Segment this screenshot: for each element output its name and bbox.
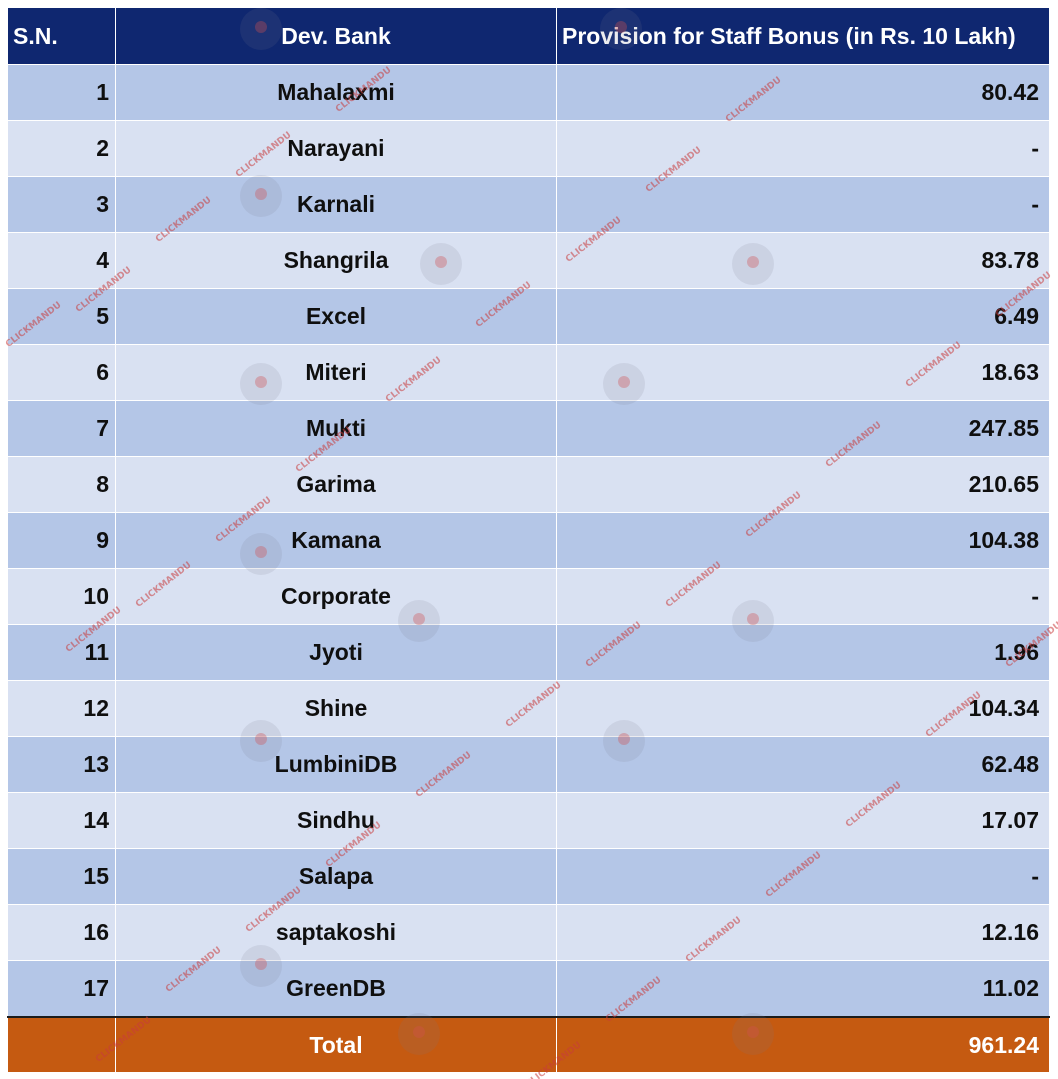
sn-cell: 13 <box>7 736 116 793</box>
provision-cell: 62.48 <box>556 736 1050 793</box>
sn-cell: 10 <box>7 568 116 625</box>
total-row: Total 961.24 <box>7 1016 1050 1072</box>
provision-cell: 17.07 <box>556 792 1050 849</box>
bank-name-cell: Corporate <box>115 568 557 625</box>
table-row: 10 Corporate - <box>7 568 1050 625</box>
sn-cell: 6 <box>7 344 116 401</box>
table-row: 8 Garima 210.65 <box>7 456 1050 513</box>
bank-name-cell: saptakoshi <box>115 904 557 961</box>
total-value: 961.24 <box>556 1016 1050 1072</box>
table-row: 3 Karnali - <box>7 176 1050 233</box>
bank-name-cell: LumbiniDB <box>115 736 557 793</box>
bank-name-cell: Mahalaxmi <box>115 64 557 121</box>
bank-name-cell: Excel <box>115 288 557 345</box>
table-row: 15 Salapa - <box>7 848 1050 905</box>
provision-cell: 6.49 <box>556 288 1050 345</box>
bank-name-cell: Miteri <box>115 344 557 401</box>
table-row: 16 saptakoshi 12.16 <box>7 904 1050 961</box>
bank-name-cell: Garima <box>115 456 557 513</box>
table-row: 12 Shine 104.34 <box>7 680 1050 737</box>
bank-name-cell: Mukti <box>115 400 557 457</box>
bank-name-cell: Karnali <box>115 176 557 233</box>
sn-cell: 16 <box>7 904 116 961</box>
provision-cell: - <box>556 120 1050 177</box>
bank-name-cell: Shine <box>115 680 557 737</box>
table-row: 11 Jyoti 1.96 <box>7 624 1050 681</box>
provision-cell: 18.63 <box>556 344 1050 401</box>
table-row: 6 Miteri 18.63 <box>7 344 1050 401</box>
provision-cell: 11.02 <box>556 960 1050 1018</box>
sn-cell: 2 <box>7 120 116 177</box>
provision-cell: 1.96 <box>556 624 1050 681</box>
bank-name-cell: Jyoti <box>115 624 557 681</box>
total-sn-cell <box>7 1016 116 1072</box>
table-header-row: S.N. Dev. Bank Provision for Staff Bonus… <box>7 8 1050 65</box>
table-row: 13 LumbiniDB 62.48 <box>7 736 1050 793</box>
provision-cell: - <box>556 848 1050 905</box>
bank-name-cell: Kamana <box>115 512 557 569</box>
bank-name-cell: Sindhu <box>115 792 557 849</box>
table-row: 7 Mukti 247.85 <box>7 400 1050 457</box>
bank-name-cell: Shangrila <box>115 232 557 289</box>
provision-cell: 12.16 <box>556 904 1050 961</box>
provision-cell: 83.78 <box>556 232 1050 289</box>
provision-cell: - <box>556 568 1050 625</box>
header-sn: S.N. <box>7 8 116 65</box>
provision-cell: 247.85 <box>556 400 1050 457</box>
table-row: 5 Excel 6.49 <box>7 288 1050 345</box>
table-row: 14 Sindhu 17.07 <box>7 792 1050 849</box>
header-provision: Provision for Staff Bonus (in Rs. 10 Lak… <box>556 8 1050 65</box>
sn-cell: 14 <box>7 792 116 849</box>
sn-cell: 3 <box>7 176 116 233</box>
sn-cell: 11 <box>7 624 116 681</box>
table-row: 17 GreenDB 11.02 <box>7 960 1050 1018</box>
total-label: Total <box>115 1016 557 1072</box>
bank-name-cell: GreenDB <box>115 960 557 1018</box>
table-row: 1 Mahalaxmi 80.42 <box>7 64 1050 121</box>
table-row: 9 Kamana 104.38 <box>7 512 1050 569</box>
provision-cell: 104.38 <box>556 512 1050 569</box>
sn-cell: 17 <box>7 960 116 1018</box>
provision-cell: 104.34 <box>556 680 1050 737</box>
bank-name-cell: Salapa <box>115 848 557 905</box>
provision-cell: 80.42 <box>556 64 1050 121</box>
bonus-table-container: S.N. Dev. Bank Provision for Staff Bonus… <box>7 8 1050 1072</box>
staff-bonus-table: S.N. Dev. Bank Provision for Staff Bonus… <box>7 8 1050 1072</box>
sn-cell: 12 <box>7 680 116 737</box>
sn-cell: 5 <box>7 288 116 345</box>
bank-name-cell: Narayani <box>115 120 557 177</box>
sn-cell: 7 <box>7 400 116 457</box>
table-body: 1 Mahalaxmi 80.42 2 Narayani -3 Karnali -4 Shang… <box>7 64 1050 1018</box>
provision-cell: - <box>556 176 1050 233</box>
table-row: 2 Narayani - <box>7 120 1050 177</box>
sn-cell: 9 <box>7 512 116 569</box>
sn-cell: 15 <box>7 848 116 905</box>
header-dev-bank: Dev. Bank <box>115 8 557 65</box>
sn-cell: 1 <box>7 64 116 121</box>
sn-cell: 4 <box>7 232 116 289</box>
provision-cell: 210.65 <box>556 456 1050 513</box>
table-row: 4 Shangrila 83.78 <box>7 232 1050 289</box>
sn-cell: 8 <box>7 456 116 513</box>
